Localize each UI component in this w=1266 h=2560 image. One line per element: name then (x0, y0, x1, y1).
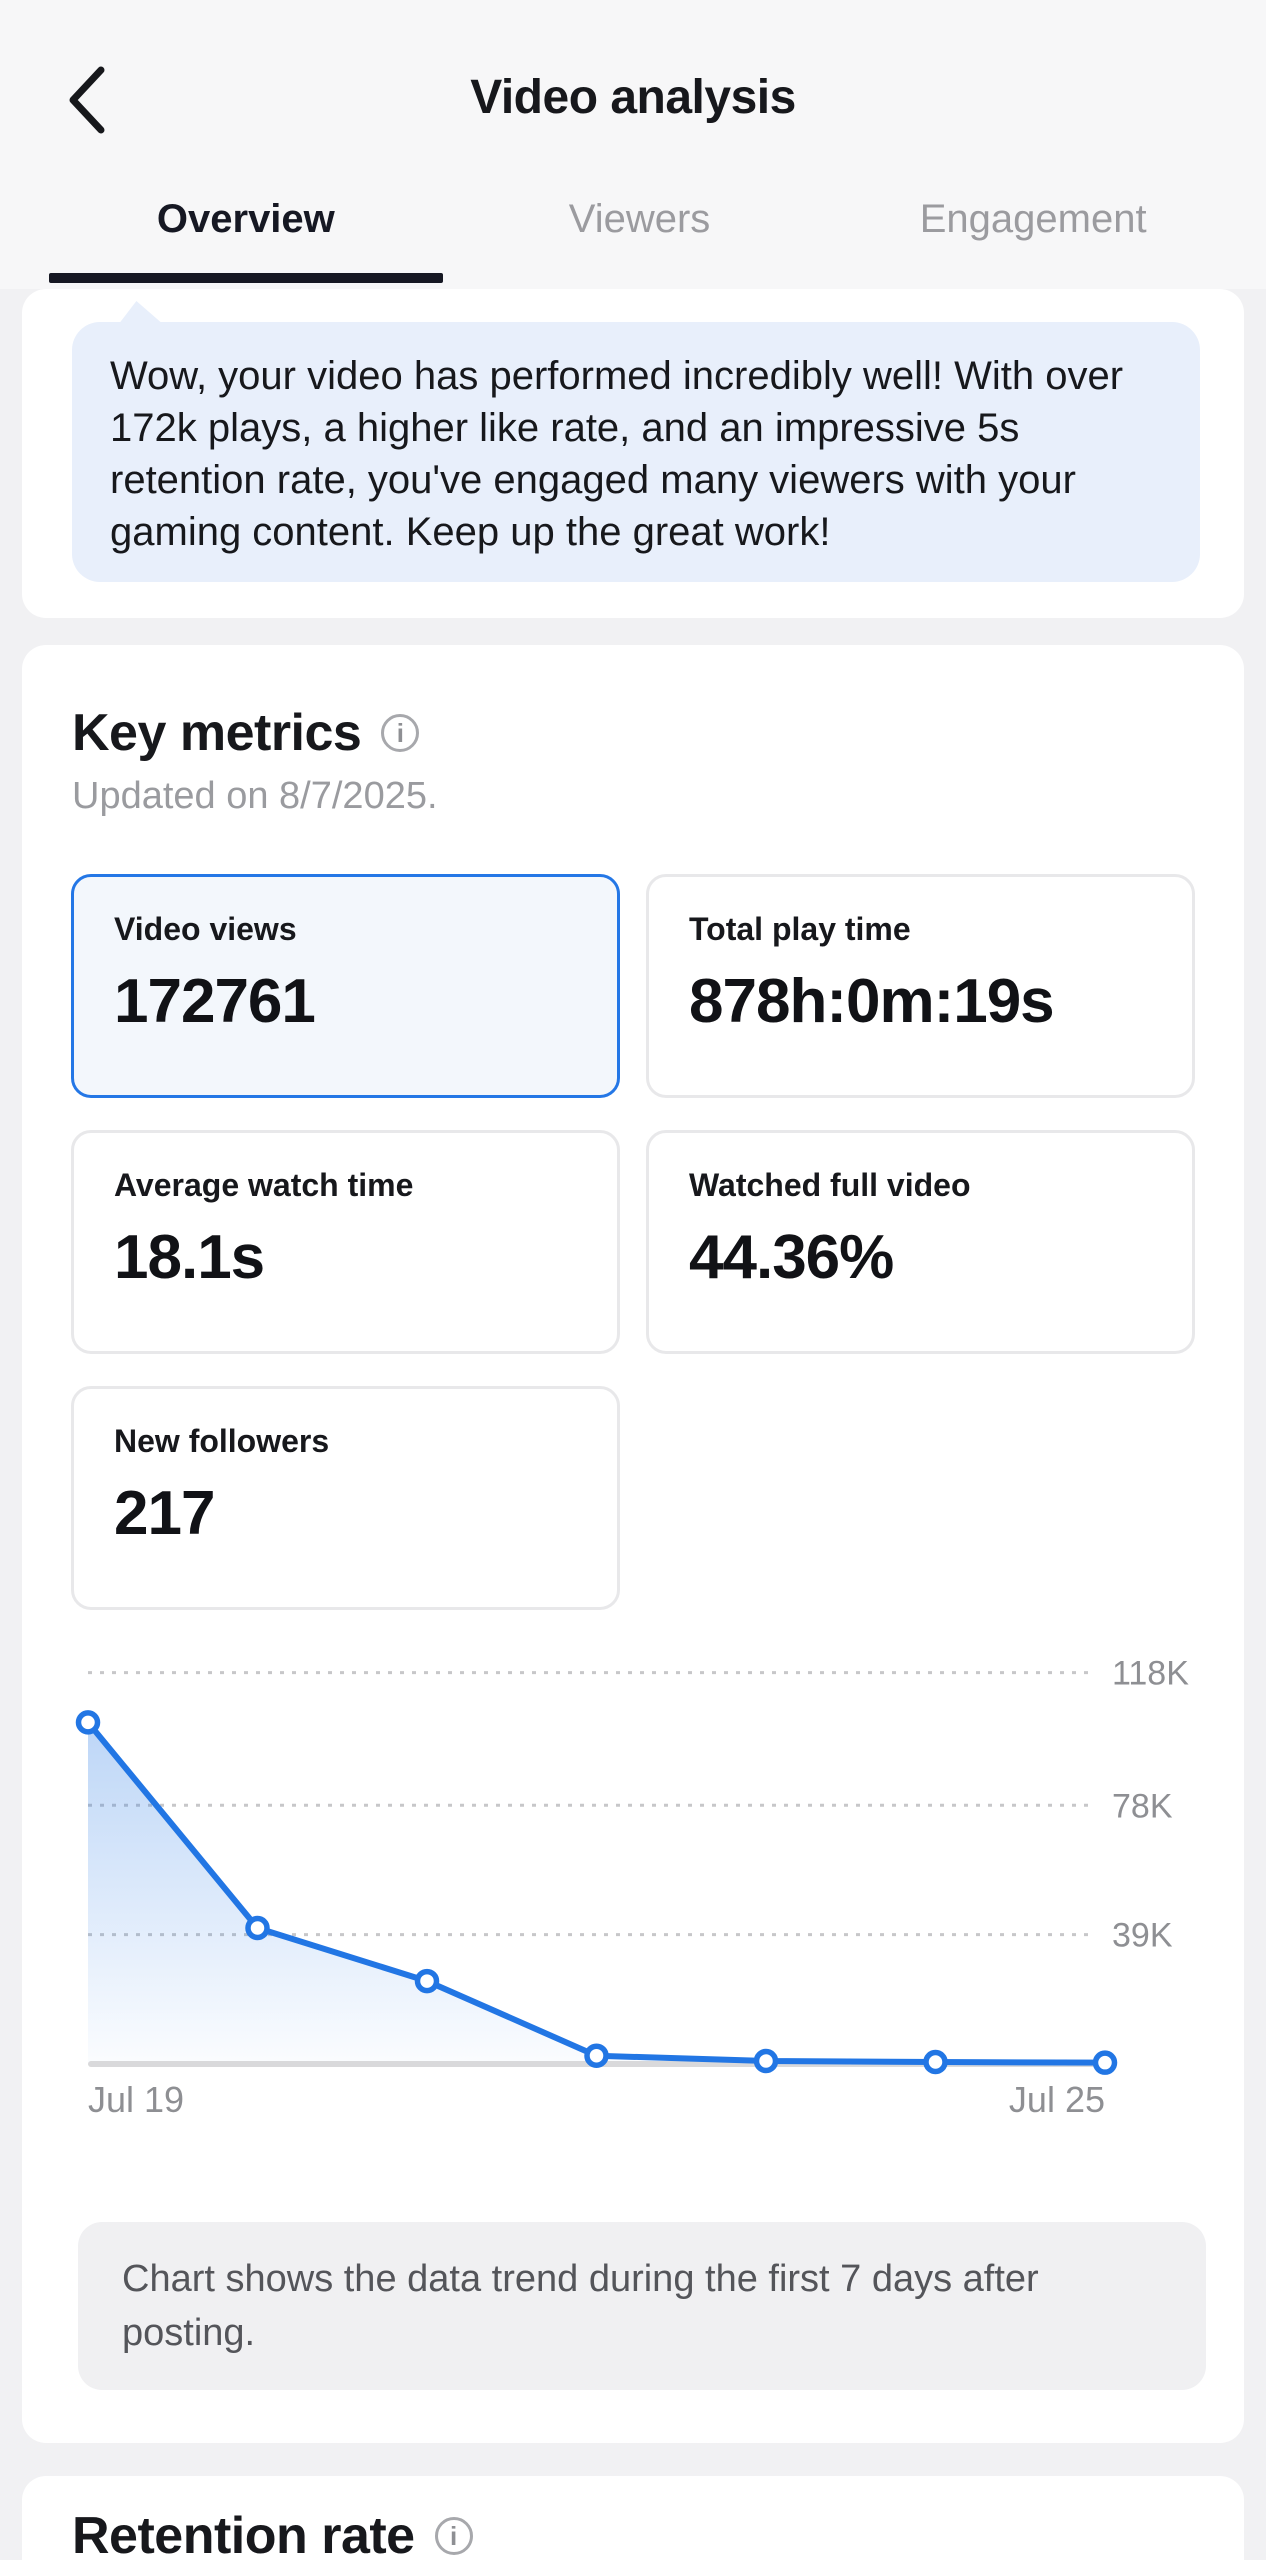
y-tick-label: 39K (1112, 1917, 1173, 1955)
key-metrics-title: Key metrics (72, 704, 362, 762)
data-point[interactable] (923, 2049, 948, 2075)
data-point[interactable] (245, 1915, 270, 1941)
info-icon[interactable]: i (381, 714, 420, 752)
views-trend-chart: 118K 78K 39K Jul 19 Jul 25 (75, 1655, 1189, 2120)
ai-summary-text: Wow, your video has performed incredibly… (110, 354, 1124, 554)
data-point[interactable] (584, 2043, 609, 2068)
ai-summary-card: Wow, your video has performed incredibly… (22, 289, 1244, 618)
header: Video analysis Overview Viewers Engageme… (0, 0, 1266, 289)
metric-label: Average watch time (114, 1167, 414, 1203)
metric-label: Video views (114, 911, 297, 947)
metric-card-total-play-time[interactable]: Total play time 878h:0m:19s (646, 874, 1195, 1098)
area-fill (88, 1722, 1105, 2064)
back-button[interactable] (52, 58, 122, 142)
tab-bar: Overview Viewers Engagement (0, 160, 1266, 289)
metric-value: 18.1s (114, 1223, 265, 1292)
y-tick-label: 78K (1112, 1787, 1173, 1825)
metric-card-new-followers[interactable]: New followers 217 (71, 1386, 620, 1610)
data-point[interactable] (75, 1710, 101, 1735)
metric-label: Watched full video (689, 1167, 971, 1203)
retention-rate-header: Retention rate i (72, 2506, 473, 2560)
ai-summary-bubble: Wow, your video has performed incredibly… (72, 322, 1200, 582)
updated-date: Updated on 8/7/2025. (72, 775, 438, 817)
retention-rate-card: Retention rate i (22, 2476, 1244, 2560)
metric-card-average-watch-time[interactable]: Average watch time 18.1s (71, 1130, 620, 1354)
x-axis-label-end: Jul 25 (1009, 2079, 1105, 2120)
metric-card-watched-full-video[interactable]: Watched full video 44.36% (646, 1130, 1195, 1354)
x-axis-label-start: Jul 19 (88, 2079, 184, 2120)
key-metrics-card: Key metrics i Updated on 8/7/2025. Video… (22, 645, 1244, 2443)
metric-label: New followers (114, 1423, 330, 1459)
y-tick-label: 118K (1112, 1655, 1189, 1693)
chart-note: Chart shows the data trend during the fi… (78, 2222, 1206, 2390)
tab-viewers[interactable]: Viewers (443, 160, 837, 289)
retention-rate-title: Retention rate (72, 2507, 415, 2560)
metric-value: 44.36% (689, 1223, 894, 1292)
metric-value: 172761 (114, 967, 316, 1036)
tab-viewers-label: Viewers (568, 197, 711, 241)
metric-label: Total play time (689, 911, 911, 947)
tab-engagement[interactable]: Engagement (836, 160, 1230, 289)
tab-overview[interactable]: Overview (49, 160, 443, 289)
data-point[interactable] (753, 2048, 779, 2074)
page-title: Video analysis (470, 71, 796, 124)
metric-value: 878h:0m:19s (689, 967, 1055, 1036)
data-point[interactable] (414, 1968, 440, 1994)
chevron-left-icon (65, 64, 109, 136)
tab-engagement-label: Engagement (919, 197, 1147, 241)
data-point[interactable] (1092, 2050, 1118, 2075)
key-metrics-header: Key metrics i (72, 703, 420, 763)
tab-overview-label: Overview (156, 197, 335, 241)
metric-value: 217 (114, 1479, 215, 1548)
metric-card-video-views[interactable]: Video views 172761 (71, 874, 620, 1098)
info-icon[interactable]: i (434, 2517, 473, 2555)
